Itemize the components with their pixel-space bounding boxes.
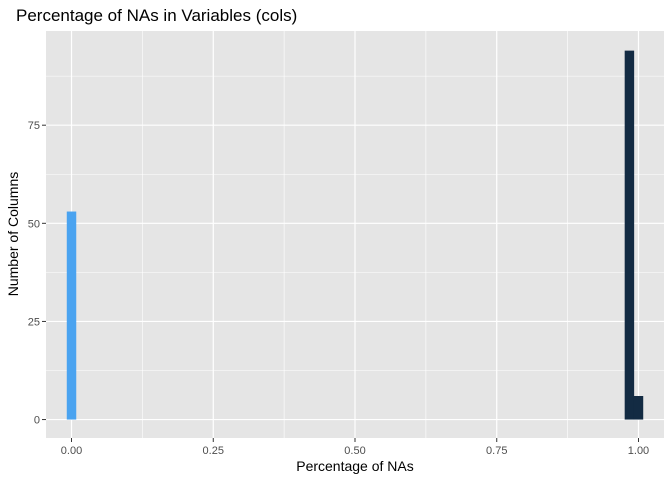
histogram-bar	[624, 50, 635, 420]
chart-title: Percentage of NAs in Variables (cols)	[16, 6, 297, 25]
x-axis: 0.00 0.25 0.50 0.75 1.00	[61, 438, 649, 457]
histogram-bar	[66, 211, 77, 420]
x-tick-label: 0.25	[203, 445, 224, 457]
x-tick-label: 0.00	[61, 445, 82, 457]
x-tick-label: 1.00	[628, 445, 649, 457]
x-axis-title: Percentage of NAs	[296, 458, 414, 474]
histogram-bar	[633, 396, 644, 420]
y-axis: 0 25 50 75	[28, 120, 46, 427]
y-tick-label: 50	[28, 218, 40, 230]
major-gridlines	[46, 31, 664, 438]
y-tick-label: 0	[34, 415, 40, 427]
y-tick-label: 25	[28, 316, 40, 328]
y-axis-title: Number of Columns	[5, 172, 21, 297]
x-tick-label: 0.50	[344, 445, 365, 457]
x-tick-label: 0.75	[486, 445, 507, 457]
y-tick-label: 75	[28, 120, 40, 132]
bars	[66, 50, 644, 420]
